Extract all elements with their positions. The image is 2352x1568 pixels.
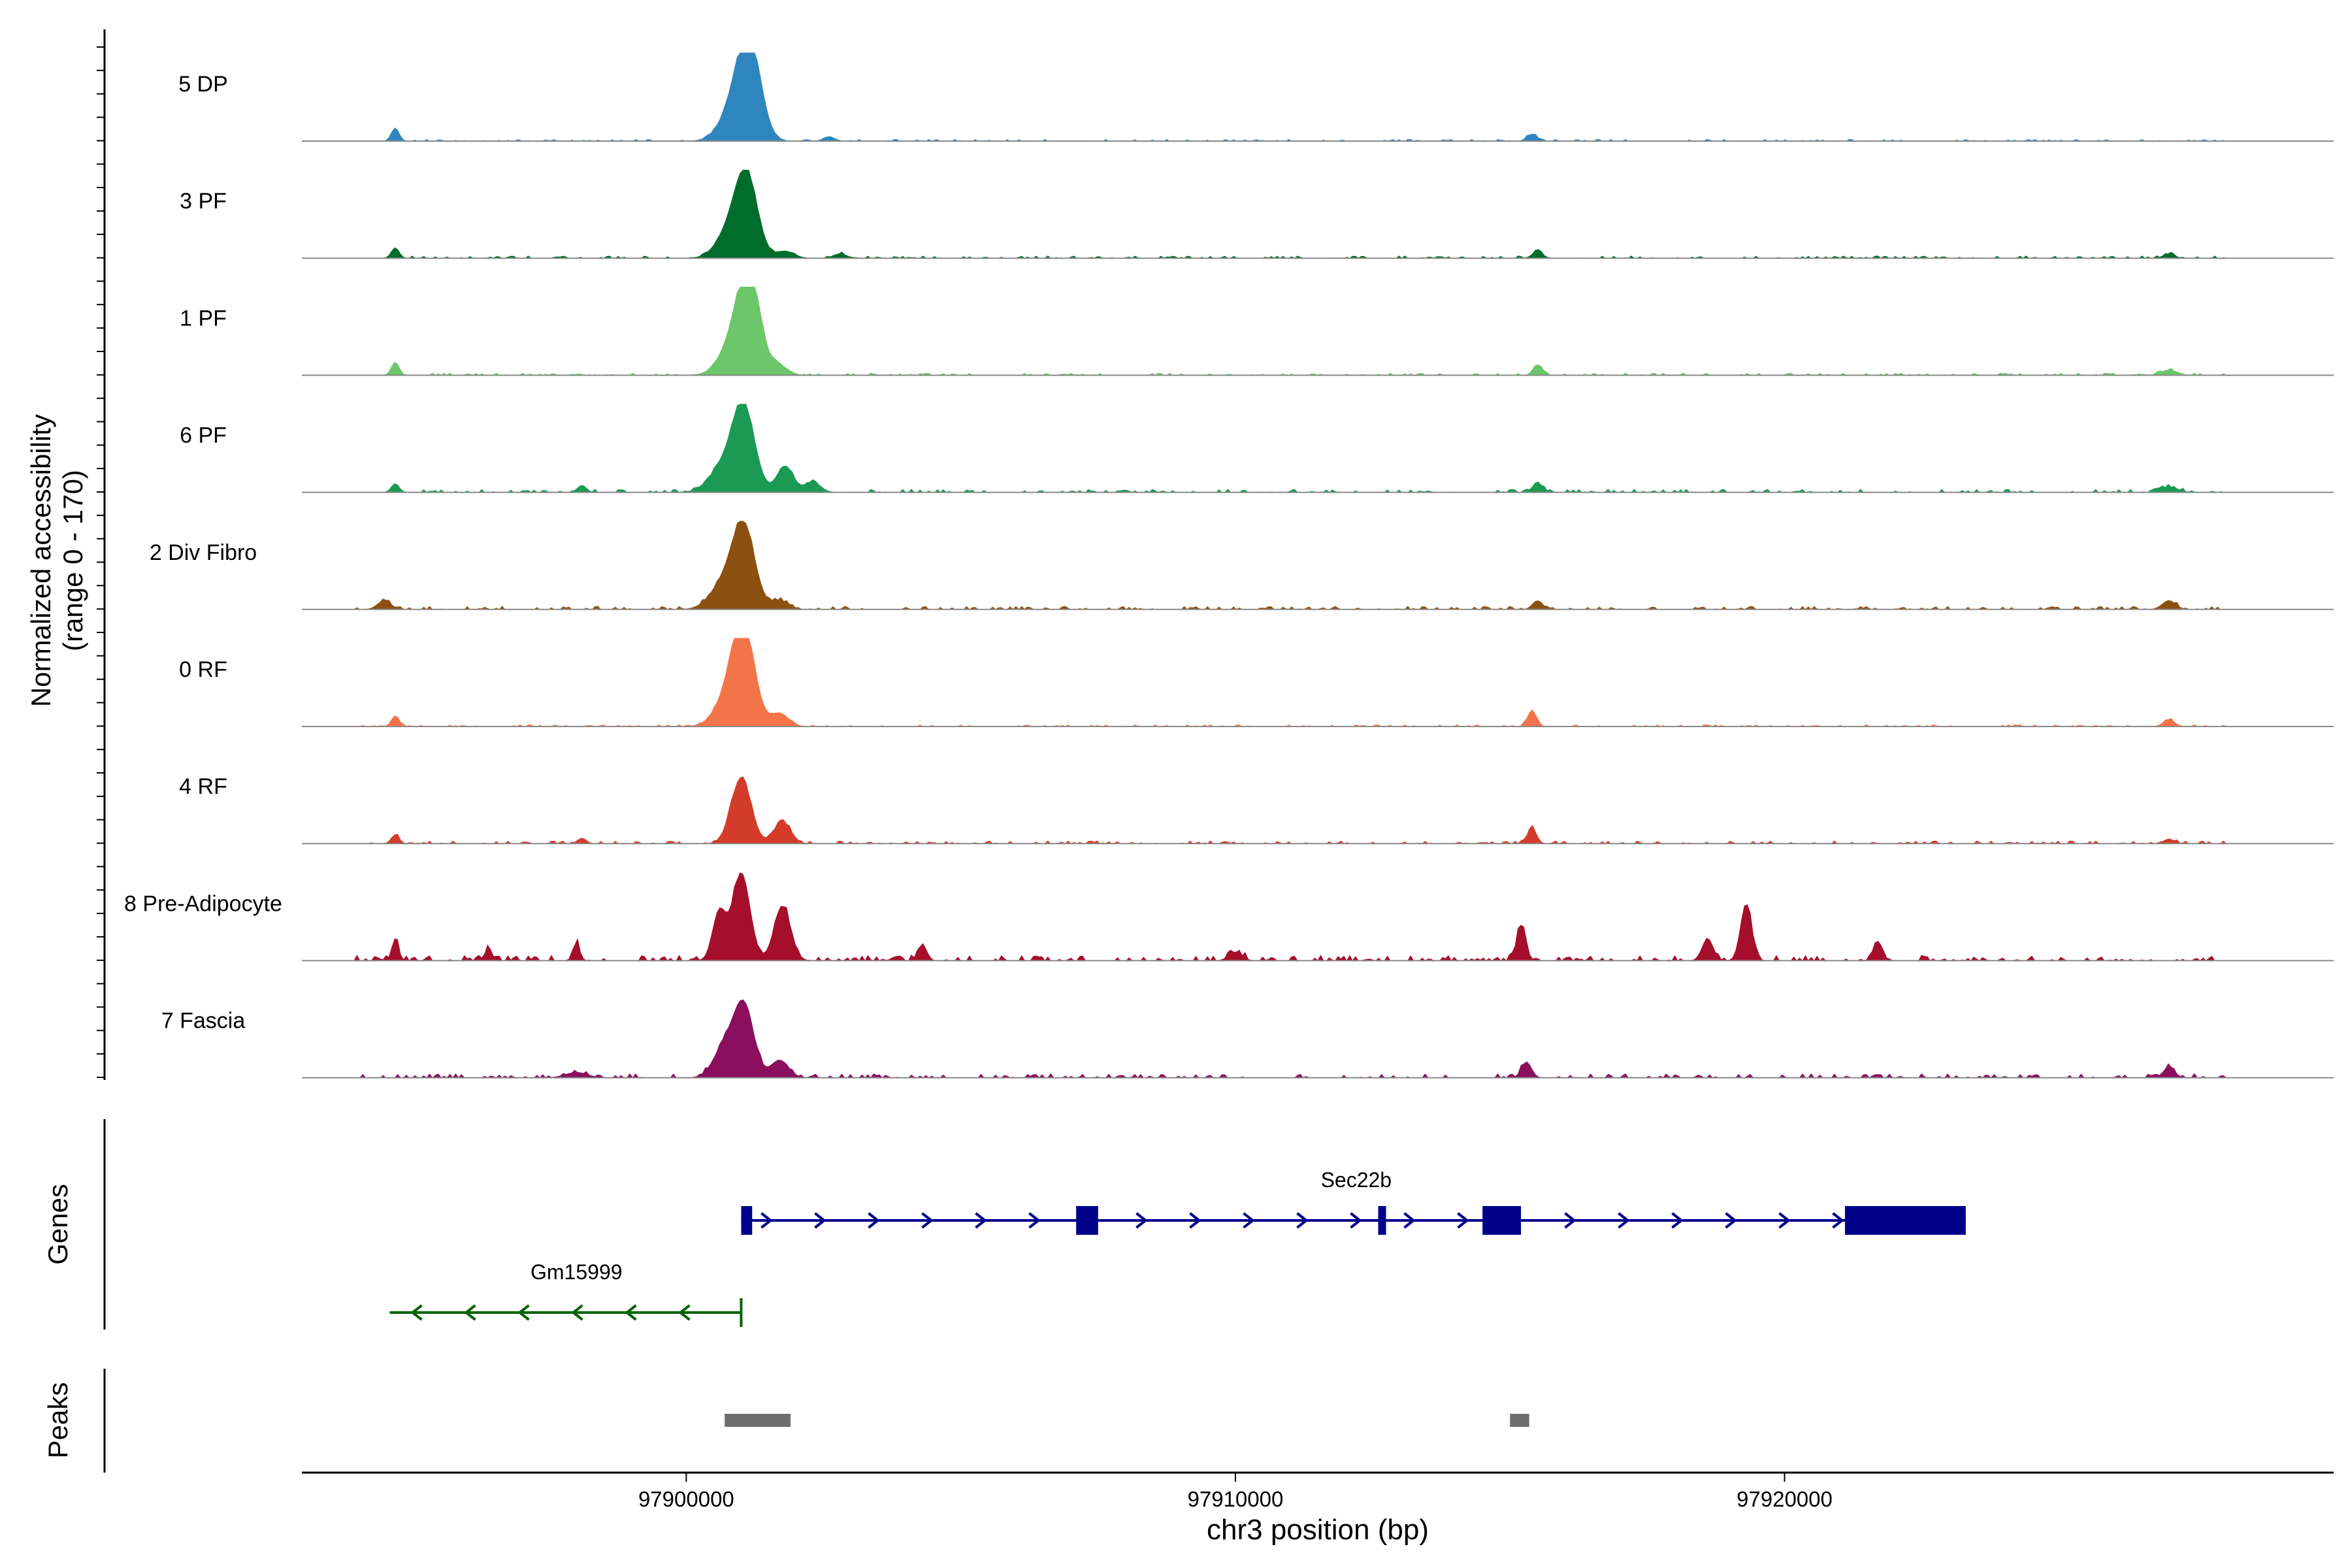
coverage-area <box>302 286 2334 376</box>
gene-label: Gm15999 <box>531 1260 623 1284</box>
strand-arrow <box>1457 1212 1469 1229</box>
genes-panel-label: Genes <box>42 1184 73 1265</box>
track: 1 PF <box>180 286 2334 376</box>
strand-arrow <box>1725 1212 1737 1229</box>
strand-arrow <box>625 1304 637 1321</box>
coverage-area <box>302 521 2334 610</box>
strand-arrow <box>1671 1212 1684 1229</box>
strand-arrow <box>1832 1212 1844 1229</box>
gene-label: Sec22b <box>1321 1168 1392 1192</box>
track: 0 RF <box>179 638 2334 727</box>
gene: Sec22b <box>741 1168 1966 1235</box>
track-label: 6 PF <box>180 423 227 448</box>
strand-arrow <box>517 1304 530 1321</box>
track: 8 Pre-Adipocyte <box>124 872 2334 962</box>
track-label: 8 Pre-Adipocyte <box>124 891 282 916</box>
strand-arrow <box>1028 1212 1041 1229</box>
track: 5 DP <box>178 52 2334 142</box>
coverage-area <box>302 404 2334 493</box>
genes-track: Sec22b Gm15999 <box>389 1168 1966 1327</box>
strand-arrow <box>1296 1212 1309 1229</box>
track: 4 RF <box>179 774 2334 845</box>
strand-arrow <box>410 1304 423 1321</box>
track: 3 PF <box>180 169 2334 259</box>
x-axis: 97900000 97910000 97920000 <box>302 1471 2334 1511</box>
exon <box>1844 1206 1966 1235</box>
exon <box>741 1206 753 1235</box>
strand-arrow <box>1778 1212 1791 1229</box>
exon <box>1482 1206 1521 1235</box>
x-tick-label: 97900000 <box>638 1487 734 1511</box>
coverage-area <box>302 638 2334 727</box>
strand-arrow <box>464 1304 476 1321</box>
track: 7 Fascia <box>161 999 2334 1079</box>
strand-arrow <box>1135 1212 1148 1229</box>
exon <box>1378 1206 1386 1235</box>
coverage-area <box>302 52 2334 142</box>
coverage-y-label: Normalized accessibility <box>25 414 56 707</box>
exon <box>1076 1206 1098 1235</box>
track-label: 4 RF <box>179 774 227 799</box>
strand-arrow <box>814 1212 826 1229</box>
strand-arrow <box>1564 1212 1576 1229</box>
strand-arrow <box>1189 1212 1201 1229</box>
track-label: 2 Div Fibro <box>150 540 257 565</box>
strand-arrow <box>921 1212 934 1229</box>
x-axis-label: chr3 position (bp) <box>1207 1514 1429 1546</box>
strand-arrow <box>1403 1212 1416 1229</box>
x-tick-label: 97920000 <box>1737 1487 1833 1511</box>
track-label: 0 RF <box>179 657 227 682</box>
track-label: 7 Fascia <box>161 1009 246 1034</box>
track-label: 5 DP <box>178 72 228 97</box>
strand-arrow <box>868 1212 880 1229</box>
coverage-tracks: 5 DP 3 PF 1 PF 6 PF 2 Div Fibro 0 RF 4 RF 8 Pre… <box>124 52 2334 1079</box>
track-label: 3 PF <box>180 189 227 214</box>
coverage-y-label-range: (range 0 - 170) <box>57 470 88 651</box>
coverage-area <box>302 872 2334 962</box>
gene: Gm15999 <box>389 1260 743 1327</box>
track-label: 1 PF <box>180 306 227 331</box>
peak-region <box>725 1414 791 1427</box>
track: 2 Div Fibro <box>150 521 2334 610</box>
strand-arrow <box>1350 1212 1362 1229</box>
coverage-area <box>302 999 2334 1079</box>
track: 6 PF <box>180 404 2334 493</box>
peak-region <box>1510 1414 1529 1427</box>
coverage-area <box>302 169 2334 259</box>
strand-arrow <box>1243 1212 1255 1229</box>
strand-arrow <box>678 1304 691 1321</box>
strand-arrow <box>760 1212 773 1229</box>
peaks-panel-label: Peaks <box>42 1382 73 1459</box>
strand-arrow <box>571 1304 583 1321</box>
coverage-y-axis <box>97 29 106 1080</box>
coverage-area <box>302 776 2334 844</box>
strand-arrow <box>975 1212 987 1229</box>
strand-arrow <box>1618 1212 1630 1229</box>
peaks-track <box>725 1414 1529 1427</box>
x-tick-label: 97910000 <box>1188 1487 1284 1511</box>
